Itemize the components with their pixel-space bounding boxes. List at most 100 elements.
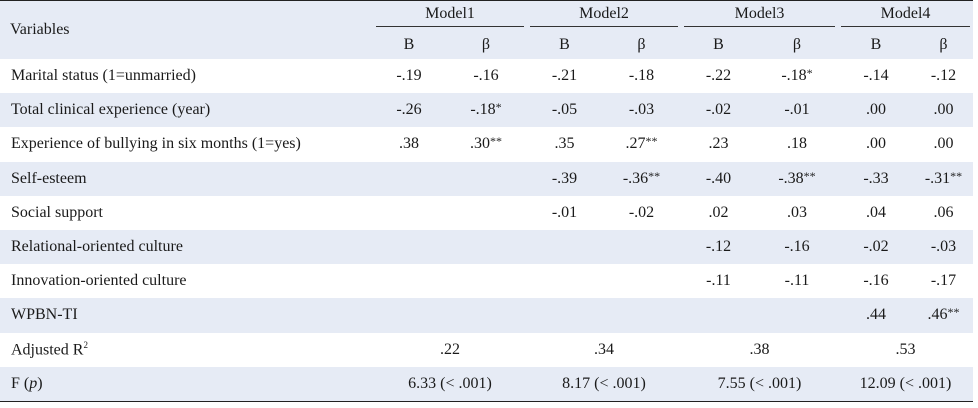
m3-beta-cell: -.16 bbox=[756, 229, 838, 265]
m1-beta-cell: -.18* bbox=[445, 93, 527, 128]
m3-beta-cell: -.18* bbox=[781, 66, 813, 85]
table-row-marital-status: Marital status (1=unmarried) -.19 -.16 -… bbox=[0, 59, 973, 93]
m4-b-cell: .00 bbox=[838, 93, 914, 128]
m1-b-cell: -.19 bbox=[396, 67, 422, 85]
m1-b-cell bbox=[373, 229, 445, 265]
model2-adjusted-r2: .34 bbox=[594, 340, 614, 358]
m4-beta-cell: -.03 bbox=[914, 229, 973, 265]
m1-b-cell bbox=[373, 196, 445, 230]
m2-b-cell bbox=[527, 264, 602, 298]
m4-beta-cell: -.31** bbox=[914, 161, 973, 196]
row-label: WPBN-TI bbox=[0, 298, 373, 333]
row-label: Experience of bullying in six months (1=… bbox=[11, 135, 301, 153]
m4-b-header: B bbox=[838, 31, 914, 59]
m2-b-cell: -.01 bbox=[551, 203, 578, 221]
m1-beta-cell bbox=[445, 264, 527, 298]
model4-header: Model4 bbox=[838, 0, 973, 31]
row-label: F (p) bbox=[0, 366, 373, 402]
m2-b-cell bbox=[527, 298, 602, 333]
row-label: Relational-oriented culture bbox=[0, 229, 373, 265]
m1-beta-cell: -.16 bbox=[473, 67, 499, 85]
header-row-models: Variables Model1 Model2 Model3 Model4 bbox=[0, 0, 973, 59]
model3-header: Model3 bbox=[681, 0, 838, 31]
m2-b-cell: -.39 bbox=[527, 161, 602, 196]
model1-adjusted-r2: .22 bbox=[440, 340, 460, 358]
m3-beta-cell: .18 bbox=[787, 135, 807, 153]
m3-b-cell: -.11 bbox=[706, 272, 731, 290]
table-row-social-support: Social support -.01 -.02 .02 .03 .04 .06 bbox=[0, 196, 973, 230]
table-row-wpbn-ti: WPBN-TI .44 .46** bbox=[0, 298, 973, 333]
m2-beta-header: β bbox=[602, 31, 681, 59]
m4-beta-header: β bbox=[914, 31, 973, 59]
m1-beta-cell bbox=[445, 161, 527, 196]
m2-beta-cell: .27** bbox=[625, 134, 658, 153]
m1-b-cell bbox=[373, 161, 445, 196]
m1-b-header: B bbox=[373, 31, 445, 59]
m2-beta-cell: -.36** bbox=[602, 161, 681, 196]
table-row-adjusted-r2: Adjusted R2 .22 .34 .38 .53 bbox=[0, 333, 973, 367]
m4-b-cell: -.33 bbox=[838, 161, 914, 196]
m4-b-cell: .04 bbox=[866, 203, 886, 221]
m3-b-cell: -.40 bbox=[681, 161, 756, 196]
variables-header: Variables bbox=[0, 0, 373, 59]
m1-beta-cell: .30** bbox=[470, 134, 502, 153]
m4-beta-cell: .46** bbox=[914, 298, 973, 333]
table-row-f-statistic: F (p) 6.33 (< .001) 8.17 (< .001) 7.55 (… bbox=[0, 366, 973, 402]
m4-beta-cell: -.12 bbox=[930, 67, 957, 85]
m3-b-header: B bbox=[681, 31, 756, 59]
m3-b-cell: .23 bbox=[708, 135, 729, 153]
model2-header: Model2 bbox=[527, 0, 681, 31]
m2-b-cell: -.21 bbox=[551, 67, 578, 85]
m4-beta-cell: .00 bbox=[914, 93, 973, 128]
row-label: Marital status (1=unmarried) bbox=[11, 67, 196, 85]
m1-b-cell bbox=[373, 264, 445, 298]
row-label: Total clinical experience (year) bbox=[0, 93, 373, 128]
model3-adjusted-r2: .38 bbox=[749, 340, 770, 358]
m2-beta-cell bbox=[602, 229, 681, 265]
m1-beta-cell bbox=[445, 298, 527, 333]
model4-f-value: 12.09 (< .001) bbox=[838, 366, 973, 402]
m3-beta-cell bbox=[756, 298, 838, 333]
m4-b-cell: .44 bbox=[838, 298, 914, 333]
m4-b-cell: .00 bbox=[866, 135, 886, 153]
m1-beta-cell bbox=[445, 196, 527, 230]
header-row-coefficients: B β B β B β B β bbox=[0, 31, 973, 59]
m4-beta-cell: .00 bbox=[933, 135, 954, 153]
m4-b-cell: -.14 bbox=[863, 67, 889, 85]
model4-adjusted-r2: .53 bbox=[895, 340, 916, 358]
m3-b-cell: -.22 bbox=[705, 67, 732, 85]
row-label: Self-esteem bbox=[0, 161, 373, 196]
table-row-relational-culture: Relational-oriented culture -.12 -.16 -.… bbox=[0, 229, 973, 265]
m3-beta-cell: -.38** bbox=[756, 161, 838, 196]
m3-b-cell: -.12 bbox=[681, 229, 756, 265]
m1-b-cell: .38 bbox=[399, 135, 419, 153]
m4-b-cell: -.16 bbox=[863, 272, 889, 290]
m4-beta-cell: .06 bbox=[933, 203, 954, 221]
table-row-bullying: Experience of bullying in six months (1=… bbox=[0, 127, 973, 161]
m2-b-header: B bbox=[527, 31, 602, 59]
m3-beta-cell: -.11 bbox=[784, 272, 810, 290]
m3-beta-cell: .03 bbox=[787, 203, 807, 221]
m3-beta-cell: -.01 bbox=[756, 93, 838, 128]
m4-beta-cell: -.17 bbox=[930, 272, 957, 290]
model1-f-value: 6.33 (< .001) bbox=[373, 366, 527, 402]
m3-b-cell: .02 bbox=[708, 203, 729, 221]
m3-b-cell: -.02 bbox=[681, 93, 756, 128]
m2-b-cell bbox=[527, 229, 602, 265]
row-label: Adjusted R2 bbox=[11, 339, 88, 359]
m2-b-cell: .35 bbox=[554, 135, 575, 153]
m4-b-cell: -.02 bbox=[838, 229, 914, 265]
row-label: Social support bbox=[11, 203, 103, 221]
m1-b-cell bbox=[373, 298, 445, 333]
m1-b-cell: -.26 bbox=[373, 93, 445, 128]
m2-beta-cell: -.02 bbox=[628, 203, 655, 221]
row-label: Innovation-oriented culture bbox=[11, 272, 187, 290]
m2-beta-cell: -.18 bbox=[628, 67, 655, 85]
model1-header: Model1 bbox=[373, 0, 527, 31]
m2-beta-cell: -.03 bbox=[602, 93, 681, 128]
m1-beta-cell bbox=[445, 229, 527, 265]
model3-f-value: 7.55 (< .001) bbox=[681, 366, 838, 402]
m2-b-cell: -.05 bbox=[527, 93, 602, 128]
